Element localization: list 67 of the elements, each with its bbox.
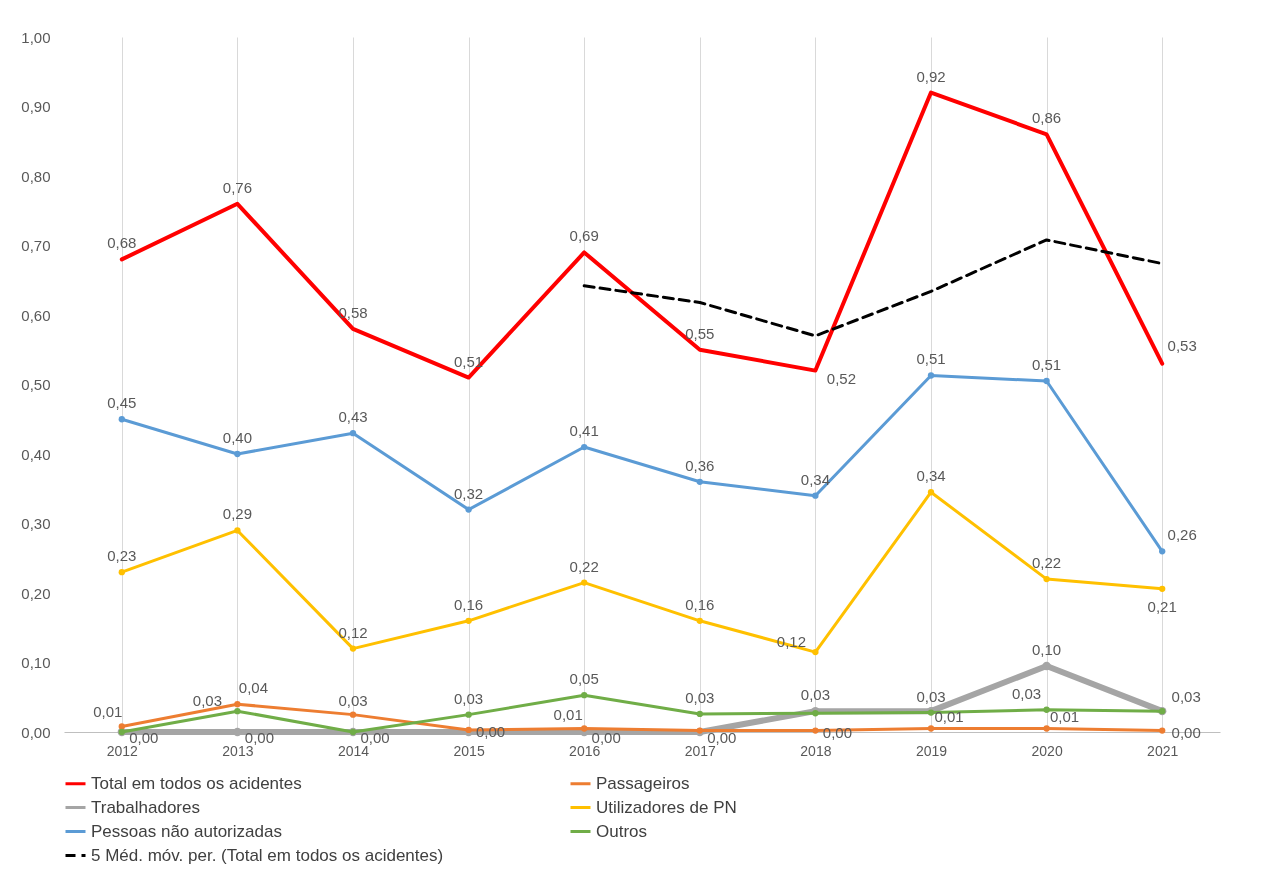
data-label: 0,53 [1167, 336, 1197, 354]
data-label: 0,43 [338, 408, 368, 426]
data-label: 0,69 [569, 227, 599, 245]
data-label: 0,12 [338, 623, 368, 641]
data-label: 0,68 [107, 234, 137, 252]
data-label: 0,36 [685, 456, 715, 474]
legend-label: Pessoas não autorizadas [91, 821, 282, 841]
y-tick-label: 0,60 [21, 306, 51, 324]
data-label: 0,23 [107, 547, 137, 565]
data-label: 0,51 [454, 352, 484, 370]
legend-label: Utilizadores de PN [596, 797, 737, 817]
data-label: 0,03 [1012, 684, 1042, 702]
x-tick-label: 2021 [1147, 742, 1179, 759]
data-label: 0,03 [1171, 688, 1201, 706]
data-label: 0,22 [1032, 554, 1062, 572]
data-label: 0,26 [1167, 526, 1197, 544]
data-label: 0,00 [1171, 723, 1201, 741]
data-label: 0,32 [454, 484, 484, 502]
data-label: 0,55 [685, 324, 715, 342]
data-label: 0,01 [1050, 707, 1080, 725]
data-label: 0,16 [454, 595, 484, 613]
data-label: 0,01 [93, 703, 123, 721]
y-tick-label: 0,70 [21, 237, 51, 254]
data-label: 0,03 [192, 692, 222, 710]
legend-label: Trabalhadores [91, 797, 200, 817]
legend-label: 5 Méd. móv. per. (Total em todos os acidentes) [91, 845, 444, 865]
data-label: 0,76 [222, 178, 252, 196]
data-label: 0,45 [107, 394, 137, 412]
data-label: 0,05 [569, 670, 599, 688]
data-label: 0,40 [222, 429, 252, 446]
data-label: 0,51 [1032, 356, 1062, 374]
data-label: 0,92 [916, 67, 946, 85]
data-label: 0,03 [685, 688, 715, 706]
data-label: 0,03 [454, 689, 484, 707]
data-label: 0,51 [916, 350, 946, 368]
data-label: 0,10 [1032, 640, 1062, 658]
y-tick-label: 0,20 [21, 584, 51, 602]
data-label: 0,03 [338, 691, 368, 709]
y-tick-label: 0,90 [21, 98, 51, 115]
legend-label: Passageiros [596, 773, 690, 793]
x-tick-label: 2018 [800, 742, 832, 759]
data-label: 0,29 [222, 505, 252, 523]
y-tick-label: 0,30 [21, 515, 51, 532]
x-tick-label: 2015 [453, 742, 485, 759]
data-label: 0,34 [800, 470, 830, 488]
data-label: 0,03 [800, 686, 830, 704]
data-label: 0,58 [338, 303, 368, 321]
data-label: 0,04 [238, 679, 268, 697]
y-tick-label: 0,50 [21, 376, 51, 393]
y-tick-label: 0,00 [21, 723, 51, 741]
y-tick-label: 0,80 [21, 167, 51, 185]
data-label: 0,22 [569, 557, 599, 575]
data-label: 0,16 [685, 595, 715, 613]
data-label: 0,86 [1032, 109, 1062, 127]
x-tick-label: 2020 [1031, 742, 1063, 759]
x-tick-label: 2019 [915, 742, 948, 759]
data-label: 0,01 [553, 705, 583, 723]
data-label: 0,21 [1147, 597, 1177, 615]
y-tick-label: 0,10 [21, 654, 51, 671]
legend-label: Total em todos os acidentes [91, 773, 302, 793]
data-label: 0,52 [826, 369, 856, 387]
y-tick-label: 0,40 [21, 445, 51, 463]
data-label: 0,34 [916, 467, 946, 485]
data-label: 0,03 [916, 687, 946, 705]
legend-label: Outros [596, 821, 648, 841]
y-tick-label: 1,00 [21, 28, 51, 46]
data-label: 0,41 [569, 422, 599, 440]
